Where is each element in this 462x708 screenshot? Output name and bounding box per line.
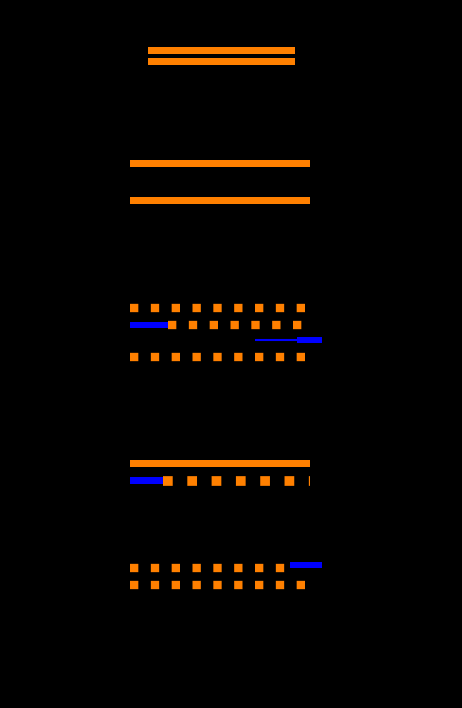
Bar	[148, 47, 295, 54]
Bar	[130, 477, 163, 484]
Bar	[130, 160, 310, 167]
Bar	[130, 197, 310, 204]
Bar	[290, 562, 322, 568]
Bar	[130, 322, 168, 328]
Bar	[297, 337, 322, 343]
Bar	[148, 58, 295, 65]
Bar	[130, 460, 310, 467]
